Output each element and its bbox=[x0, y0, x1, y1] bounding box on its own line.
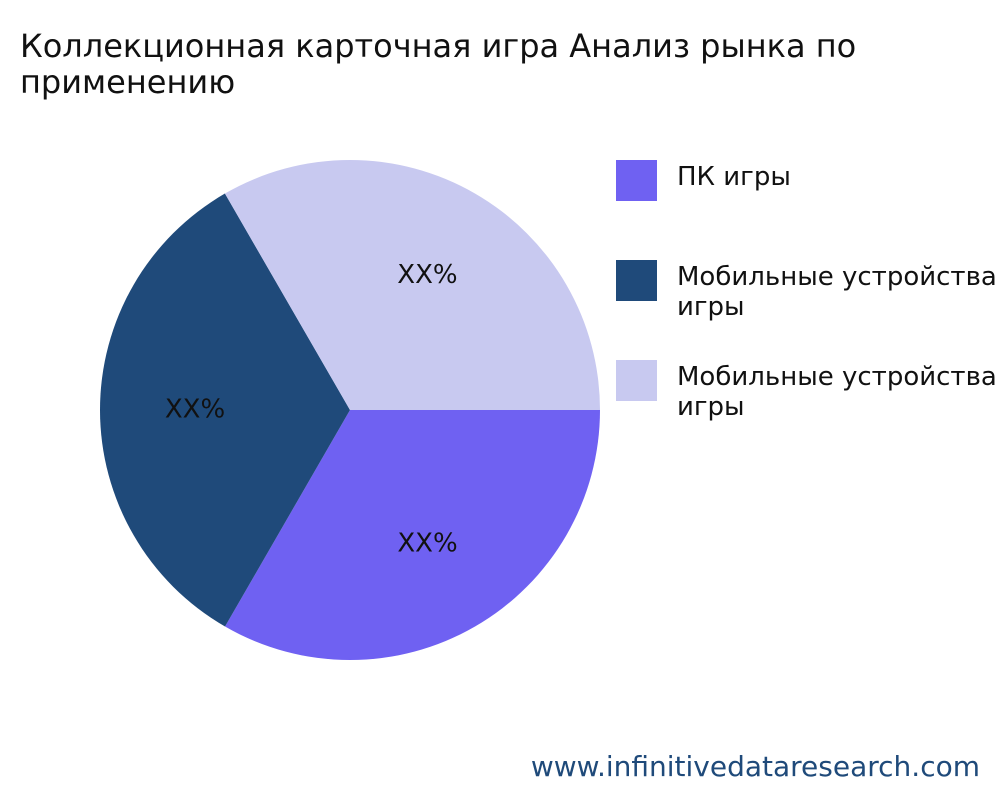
legend-label: Мобильные устройства игры bbox=[677, 362, 997, 422]
pie-slice bbox=[225, 410, 600, 661]
legend-swatch bbox=[616, 160, 657, 201]
pie-slice bbox=[224, 159, 601, 410]
legend-label: Мобильные устройства игры bbox=[677, 262, 997, 322]
legend-swatch bbox=[616, 260, 657, 301]
slice-label: XX% bbox=[397, 529, 457, 559]
pie-slice bbox=[99, 193, 350, 627]
chart-title: Коллекционная карточная игра Анализ рынк… bbox=[20, 27, 857, 101]
slice-label: XX% bbox=[165, 395, 225, 425]
legend-label: ПК игры bbox=[677, 162, 791, 192]
slice-label: XX% bbox=[397, 260, 457, 290]
watermark: www.infinitivedataresearch.com bbox=[530, 750, 980, 783]
legend-swatch bbox=[616, 360, 657, 401]
